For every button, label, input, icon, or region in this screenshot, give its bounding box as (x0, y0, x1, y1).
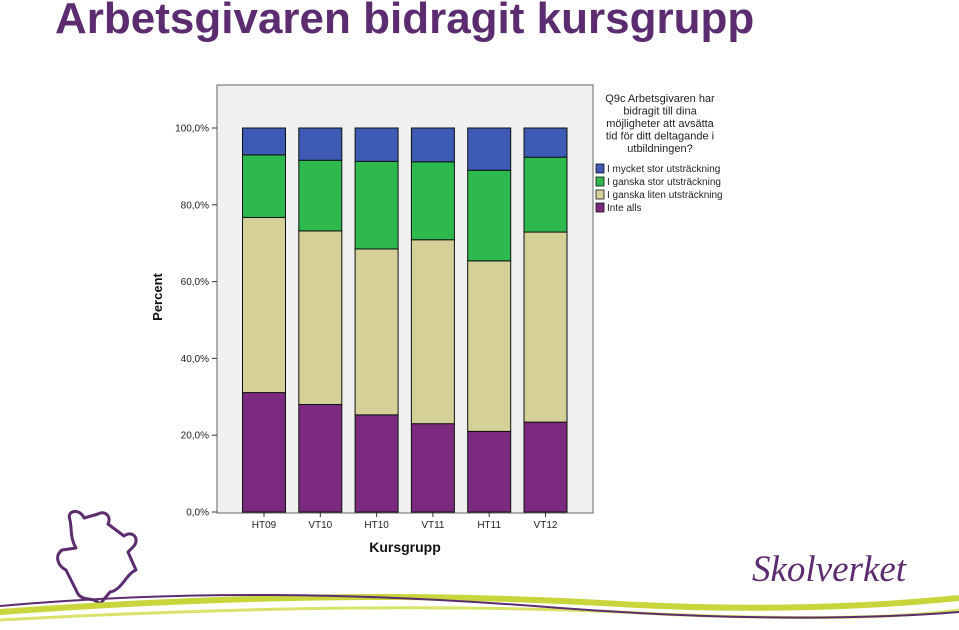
y-axis-label: Percent (150, 272, 165, 320)
y-tick-label: 80,0% (181, 200, 209, 211)
slide-title: Arbetsgivaren bidragit kursgrupp (55, 0, 755, 43)
bar-segment (467, 127, 512, 171)
legend-title-line: möjligheter att avsätta (606, 118, 714, 130)
legend-swatch (595, 189, 605, 200)
x-axis-label: Kursgrupp (369, 539, 441, 555)
legend-swatch (595, 176, 605, 187)
x-tick-label: VT12 (534, 520, 558, 531)
y-tick-label: 100,0% (175, 124, 209, 135)
bar-segment (242, 127, 286, 156)
y-tick-label: 40,0% (181, 354, 209, 365)
bar-segment (242, 392, 286, 513)
bar-segment (410, 423, 455, 513)
bar-segment (298, 159, 343, 232)
bar-segment (354, 160, 399, 250)
legend-title-line: tid för ditt deltagande i (606, 131, 714, 143)
legend-swatch (595, 202, 605, 213)
legend-title-line: bidragit till dina (623, 106, 697, 118)
bar-segment (523, 156, 568, 233)
skolverket-logo: Skolverket (752, 549, 907, 590)
x-tick-label: HT10 (364, 520, 389, 531)
x-tick-label: VT11 (421, 520, 445, 531)
bar-segment (410, 239, 455, 425)
bar-segment (242, 216, 286, 394)
legend-title-line: Q9c Arbetsgivaren har (605, 93, 715, 105)
legend-label: I mycket stor utsträckning (607, 164, 720, 175)
x-tick-label: HT09 (252, 520, 277, 531)
bar-segment (523, 421, 568, 513)
x-tick-label: HT11 (477, 520, 501, 531)
bar-segment (298, 230, 343, 405)
legend-label: Inte alls (607, 203, 641, 214)
x-tick-label: VT10 (308, 520, 332, 531)
axes: 0,0% 20,0% 40,0% 60,0% 80,0% 100,0% HT09 VT10 HT… (175, 124, 558, 532)
bar-segment (354, 248, 399, 416)
bar-segment (354, 127, 399, 162)
legend-swatch (595, 163, 605, 174)
bar-segment (467, 260, 512, 432)
bar-segment (467, 169, 512, 262)
bar-segment (467, 430, 512, 513)
legend-title-line: utbildningen? (627, 143, 692, 155)
bar-segment (354, 414, 399, 513)
bar-segment (298, 403, 343, 513)
bar-segment (298, 127, 343, 161)
legend-label: I ganska stor utsträckning (607, 177, 721, 188)
y-tick-label: 20,0% (181, 431, 209, 442)
y-tick-label: 60,0% (181, 277, 209, 288)
bar-segment (242, 154, 286, 218)
bars (242, 127, 568, 513)
bar-segment (523, 231, 568, 423)
bar-segment (410, 127, 455, 163)
y-tick-label: 0,0% (186, 508, 209, 519)
bar-segment (410, 161, 455, 241)
bar-segment (523, 127, 568, 158)
legend-label: I ganska liten utsträckning (607, 190, 723, 201)
